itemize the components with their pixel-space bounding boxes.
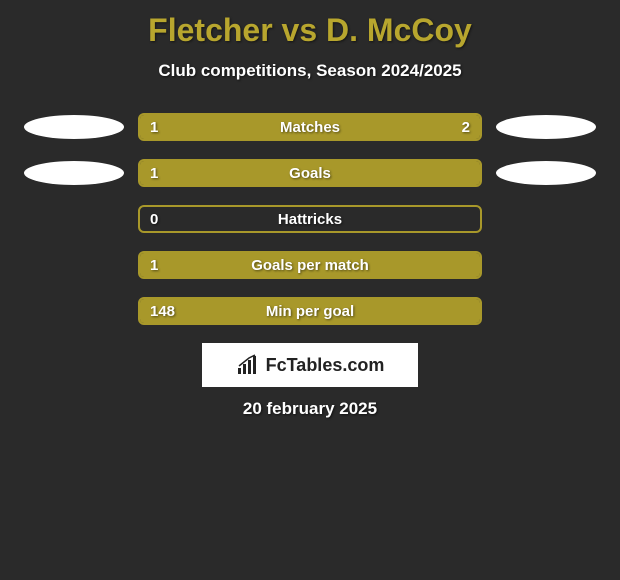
stat-row: 1Goals (0, 159, 620, 187)
stat-bar: 0Hattricks (138, 205, 482, 233)
stat-label: Goals per match (140, 257, 480, 274)
logo-text: FcTables.com (266, 355, 385, 376)
stats-area: 12Matches 1Goals 0Hattricks 1Goals per matc… (0, 113, 620, 325)
date-label: 20 february 2025 (0, 399, 620, 419)
stat-label: Min per goal (140, 303, 480, 320)
stat-label: Goals (140, 165, 480, 182)
stat-row: 12Matches (0, 113, 620, 141)
stat-bar: 1Goals (138, 159, 482, 187)
stat-bar: 148Min per goal (138, 297, 482, 325)
comparison-infographic: Fletcher vs D. McCoy Club competitions, … (0, 0, 620, 427)
source-logo: FcTables.com (202, 343, 418, 387)
left-player-marker (24, 161, 124, 185)
stat-bar: 1Goals per match (138, 251, 482, 279)
left-player-marker (24, 115, 124, 139)
chart-icon (236, 354, 262, 376)
stat-row: 0Hattricks (0, 205, 620, 233)
stat-label: Hattricks (140, 211, 480, 228)
subtitle: Club competitions, Season 2024/2025 (0, 61, 620, 81)
stat-row: 148Min per goal (0, 297, 620, 325)
page-title: Fletcher vs D. McCoy (0, 12, 620, 49)
right-player-marker (496, 161, 596, 185)
stat-bar: 12Matches (138, 113, 482, 141)
right-player-marker (496, 115, 596, 139)
stat-label: Matches (140, 119, 480, 136)
stat-row: 1Goals per match (0, 251, 620, 279)
